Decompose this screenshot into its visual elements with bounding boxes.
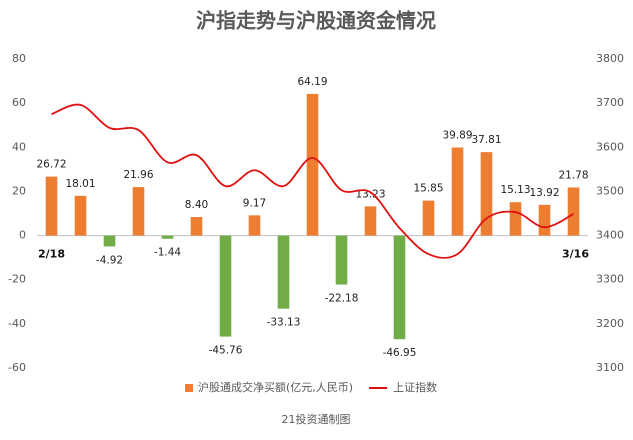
y-tick-label: 0 <box>19 229 26 242</box>
y2-tick-label: 3800 <box>596 52 624 65</box>
chart-title: 沪指走势与沪股通资金情况 <box>196 9 436 33</box>
bar <box>567 187 580 236</box>
value-label: -1.44 <box>154 247 181 259</box>
value-label: 15.85 <box>413 183 443 195</box>
bar <box>248 215 261 236</box>
value-label: 9.17 <box>243 197 266 209</box>
y2-tick-label: 3500 <box>596 184 624 197</box>
bar <box>306 93 319 236</box>
y-tick-label: -40 <box>8 317 26 330</box>
y2-tick-label: 3600 <box>596 140 624 153</box>
value-label: -22.18 <box>325 293 359 305</box>
y2-tick-label: 3200 <box>596 317 624 330</box>
line <box>51 103 574 259</box>
y-tick-label: -60 <box>8 361 26 374</box>
bar <box>422 200 435 236</box>
y2-tick-label: 3100 <box>596 361 624 374</box>
value-label: -45.76 <box>209 345 243 357</box>
bar <box>480 152 493 236</box>
legend-swatch <box>185 384 193 392</box>
x-tick-label: 2/18 <box>38 248 65 261</box>
bar <box>74 195 87 236</box>
value-label: -46.95 <box>383 347 417 359</box>
value-label: 21.78 <box>558 169 588 181</box>
value-label: 21.96 <box>123 169 153 181</box>
y-tick-label: 60 <box>12 96 26 109</box>
y2-tick-label: 3700 <box>596 96 624 109</box>
value-label: -4.92 <box>96 254 123 266</box>
bar <box>335 235 348 285</box>
legend-label: 沪股通成交净买额(亿元,人民币) <box>198 380 353 394</box>
y2-tick-label: 3400 <box>596 229 624 242</box>
bar <box>190 217 203 236</box>
value-label: 39.89 <box>442 130 472 142</box>
x-tick-label: 3/16 <box>562 248 589 261</box>
legend-label: 上证指数 <box>393 380 437 394</box>
bar <box>451 147 464 236</box>
bar <box>277 235 290 309</box>
value-label: 18.01 <box>65 178 95 190</box>
value-label: 15.13 <box>500 184 530 196</box>
bar <box>509 202 522 236</box>
bar <box>364 206 377 236</box>
value-label: 37.81 <box>471 134 501 146</box>
y-tick-label: 40 <box>12 140 26 153</box>
bar <box>132 187 145 236</box>
y-tick-label: 80 <box>12 52 26 65</box>
value-label: 26.72 <box>36 159 66 171</box>
bar <box>538 204 551 236</box>
y2-tick-label: 3300 <box>596 273 624 286</box>
source: 21投资通制图 <box>282 412 351 426</box>
bar <box>393 235 406 340</box>
y-tick-label: 20 <box>12 184 26 197</box>
bar <box>161 235 174 239</box>
bar <box>45 176 58 236</box>
value-label: 64.19 <box>297 76 327 88</box>
y-tick-label: -20 <box>8 273 26 286</box>
value-label: -33.13 <box>267 317 301 329</box>
value-label: 13.92 <box>529 187 559 199</box>
bar <box>103 235 116 247</box>
bar <box>219 235 232 337</box>
value-label: 13.23 <box>355 188 385 200</box>
value-label: 8.40 <box>185 199 208 211</box>
